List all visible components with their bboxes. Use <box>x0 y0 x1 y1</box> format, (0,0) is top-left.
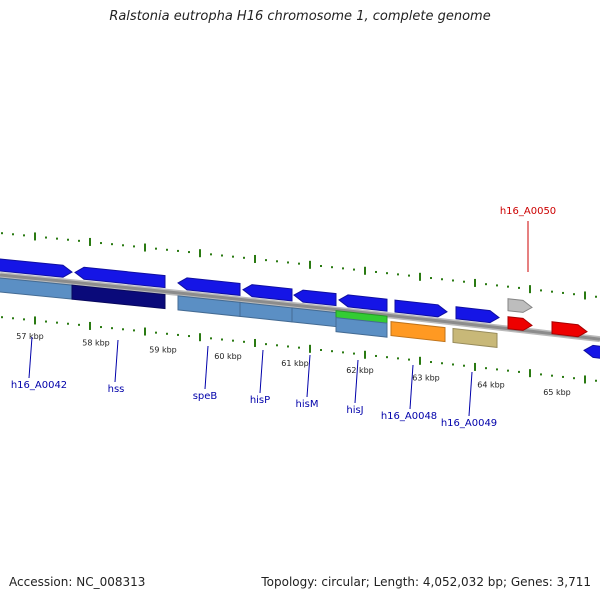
gene-hisP-arrow[interactable] <box>242 284 293 302</box>
gene-partial-arrow[interactable] <box>583 344 600 359</box>
gene-label[interactable]: speB <box>193 391 218 402</box>
gene-label-leader <box>259 349 264 394</box>
gene-label-leader <box>468 371 473 417</box>
gene-label[interactable]: hisJ <box>346 405 363 416</box>
kbp-label: 60 kbp <box>214 352 242 361</box>
gene-label-leader <box>28 336 33 379</box>
gene-label-leader <box>114 339 119 383</box>
kbp-label: 63 kbp <box>412 373 440 382</box>
gene-speB-arrow[interactable] <box>177 277 241 296</box>
gene-label[interactable]: h16_A0042 <box>11 380 67 391</box>
kbp-label: 57 kbp <box>16 332 44 341</box>
gene-h16-A0048-arrow[interactable] <box>394 299 448 318</box>
map-title: Ralstonia eutropha H16 chromosome 1, com… <box>109 9 491 24</box>
kbp-label: 58 kbp <box>82 339 110 348</box>
kbp-label: 62 kbp <box>346 366 374 375</box>
gene-label[interactable]: h16_A0050 <box>500 206 556 217</box>
kbp-label: 64 kbp <box>477 381 505 390</box>
accession-text: Accession: NC_008313 <box>9 575 146 589</box>
cog-bar-hisJ-blue[interactable] <box>335 317 388 338</box>
cog-bar-hss[interactable] <box>71 284 166 310</box>
gene-hss-arrow[interactable] <box>74 266 166 289</box>
gene-h16-A0050-arrow[interactable] <box>507 316 533 331</box>
gene-label[interactable]: h16_A0048 <box>381 411 437 422</box>
gene-label-leader <box>409 364 414 410</box>
genome-stats-text: Topology: circular; Length: 4,052,032 bp… <box>261 575 591 589</box>
kbp-label: 65 kbp <box>543 388 571 397</box>
kbp-label: 59 kbp <box>149 345 177 354</box>
gene-label-leader <box>306 354 311 398</box>
gene-label[interactable]: hisP <box>250 395 270 406</box>
gene-hisJ-arrow[interactable] <box>338 294 388 312</box>
gene-label[interactable]: h16_A0049 <box>441 418 497 429</box>
gene-h16-A0049-arrow[interactable] <box>455 306 500 324</box>
cog-bar-h16-A0049[interactable] <box>452 327 498 348</box>
gene-label-leader <box>204 345 209 390</box>
gene-label[interactable]: hisM <box>296 399 319 410</box>
backbone-track <box>0 273 600 341</box>
gene-label-leader <box>354 359 359 404</box>
gene-h16-A0042-arrow[interactable] <box>0 258 73 278</box>
gene-h16-A0050-grey[interactable] <box>507 298 533 313</box>
cog-bar-h16-A0048[interactable] <box>390 321 446 343</box>
gene-red-arrow[interactable] <box>551 321 588 338</box>
kbp-label: 61 kbp <box>281 359 309 368</box>
gene-hisM-arrow[interactable] <box>293 289 337 307</box>
gene-label[interactable]: hss <box>108 384 125 395</box>
